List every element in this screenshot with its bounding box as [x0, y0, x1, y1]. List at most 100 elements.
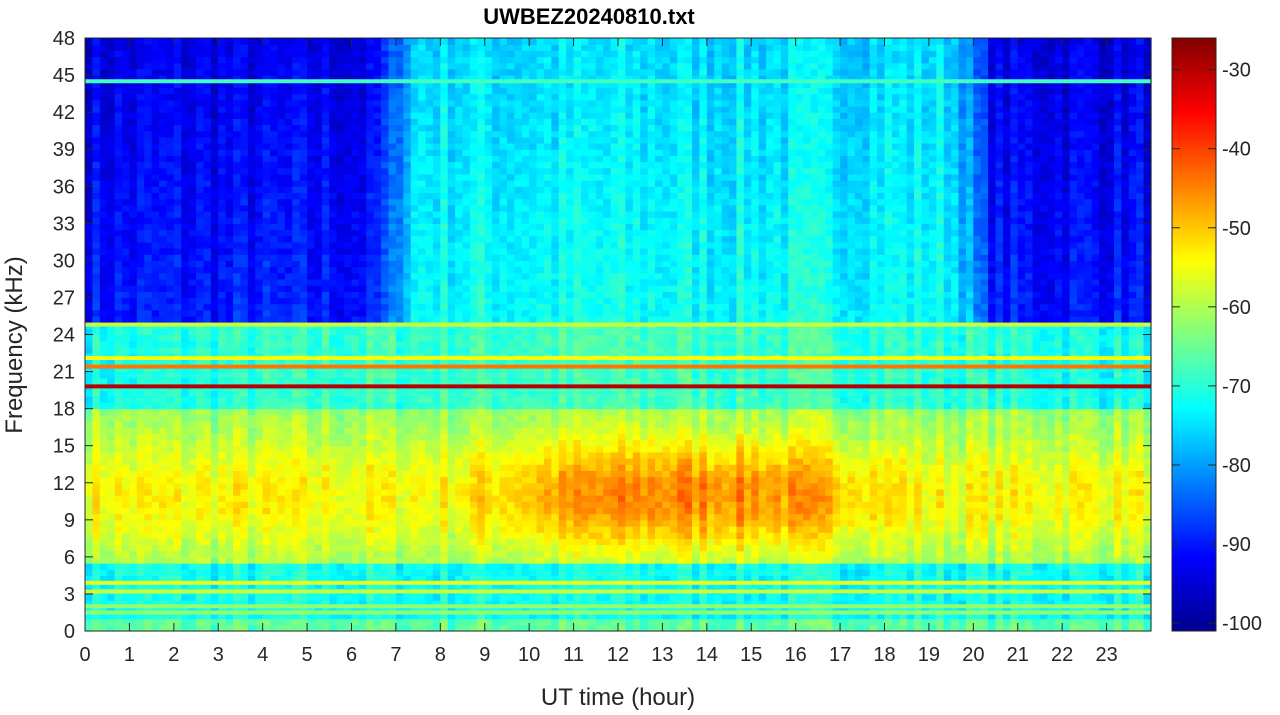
heatmap-cell: [218, 309, 227, 317]
heatmap-cell: [270, 50, 279, 58]
heatmap-cell: [403, 544, 412, 552]
heatmap-cell: [462, 260, 471, 268]
heatmap-cell: [210, 556, 219, 564]
heatmap-cell: [381, 217, 390, 224]
heatmap-cell: [418, 575, 427, 583]
heatmap-cell: [196, 556, 205, 564]
heatmap-cell: [462, 285, 471, 292]
heatmap-cell: [388, 414, 397, 422]
heatmap-cell: [233, 482, 242, 490]
heatmap-cell: [329, 118, 338, 126]
heatmap-cell: [188, 377, 197, 385]
heatmap-cell: [255, 248, 264, 255]
heatmap-cell: [432, 420, 441, 428]
heatmap-cell: [321, 488, 330, 496]
heatmap-cell: [262, 223, 271, 231]
heatmap-cell: [388, 210, 397, 218]
heatmap-cell: [432, 359, 441, 366]
heatmap-cell: [247, 210, 256, 218]
heatmap-cell: [299, 56, 308, 64]
heatmap-cell: [344, 303, 353, 311]
heatmap-cell: [262, 371, 271, 379]
heatmap-cell: [196, 507, 205, 515]
heatmap-cell: [144, 291, 153, 299]
heatmap-cell: [373, 130, 382, 138]
heatmap-cell: [240, 513, 249, 521]
heatmap-cell: [262, 124, 271, 132]
heatmap-cell: [255, 488, 264, 496]
heatmap-cell: [107, 569, 116, 577]
heatmap-cell: [122, 291, 131, 299]
heatmap-cell: [299, 445, 308, 453]
heatmap-cell: [203, 38, 212, 45]
heatmap-cell: [218, 56, 227, 64]
heatmap-cell: [122, 112, 131, 119]
heatmap-cell: [173, 204, 182, 212]
heatmap-cell: [240, 285, 249, 292]
heatmap-cell: [122, 223, 131, 231]
heatmap-cell: [270, 544, 279, 552]
heatmap-cell: [247, 81, 256, 89]
heatmap-cell: [240, 291, 249, 299]
heatmap-cell: [292, 44, 301, 51]
heatmap-cell: [351, 365, 360, 373]
heatmap-cell: [418, 495, 427, 502]
heatmap-cell: [122, 155, 131, 163]
heatmap-cell: [262, 328, 271, 336]
heatmap-cell: [85, 315, 93, 323]
heatmap-cell: [351, 513, 360, 521]
heatmap-cell: [92, 334, 101, 342]
heatmap-cell: [262, 346, 271, 354]
heatmap-cell: [166, 396, 175, 404]
heatmap-cell: [395, 538, 404, 546]
heatmap-cell: [218, 340, 227, 348]
heatmap-cell: [299, 254, 308, 261]
heatmap-cell: [344, 167, 353, 175]
heatmap-cell: [366, 235, 375, 243]
heatmap-cell: [336, 495, 345, 502]
heatmap-cell: [321, 112, 330, 119]
heatmap-cell: [218, 451, 227, 459]
heatmap-cell: [307, 75, 316, 82]
heatmap-cell: [403, 501, 412, 509]
heatmap-cell: [270, 556, 279, 564]
heatmap-cell: [307, 254, 316, 261]
heatmap-cell: [210, 149, 219, 156]
heatmap-cell: [114, 396, 123, 404]
heatmap-cell: [403, 390, 412, 397]
heatmap-cell: [262, 445, 271, 453]
heatmap-cell: [122, 550, 131, 558]
heatmap-cell: [85, 180, 93, 187]
heatmap-cell: [462, 495, 471, 502]
heatmap-cell: [344, 600, 353, 607]
heatmap-cell: [92, 87, 101, 95]
heatmap-cell: [344, 451, 353, 459]
heatmap-cell: [403, 50, 412, 58]
heatmap-cell: [284, 198, 293, 206]
heatmap-cell: [136, 105, 145, 113]
heatmap-cell: [262, 198, 271, 206]
heatmap-cell: [99, 297, 108, 305]
heatmap-cell: [432, 130, 441, 138]
heatmap-cell: [270, 309, 279, 317]
heatmap-cell: [373, 420, 382, 428]
heatmap-cell: [240, 229, 249, 237]
heatmap-cell: [107, 254, 116, 261]
heatmap-cell: [233, 414, 242, 422]
heatmap-cell: [344, 180, 353, 187]
heatmap-cell: [151, 204, 160, 212]
heatmap-cell: [292, 217, 301, 224]
heatmap-cell: [210, 278, 219, 286]
heatmap-cell: [210, 50, 219, 58]
heatmap-cell: [225, 488, 234, 496]
heatmap-cell: [85, 68, 93, 76]
heatmap-cell: [440, 149, 449, 156]
heatmap-cell: [85, 606, 93, 614]
heatmap-cell: [225, 130, 234, 138]
heatmap-cell: [151, 328, 160, 336]
heatmap-cell: [447, 451, 456, 459]
heatmap-cell: [188, 149, 197, 156]
heatmap-cell: [92, 624, 101, 632]
heatmap-cell: [173, 149, 182, 156]
heatmap-cell: [210, 81, 219, 89]
